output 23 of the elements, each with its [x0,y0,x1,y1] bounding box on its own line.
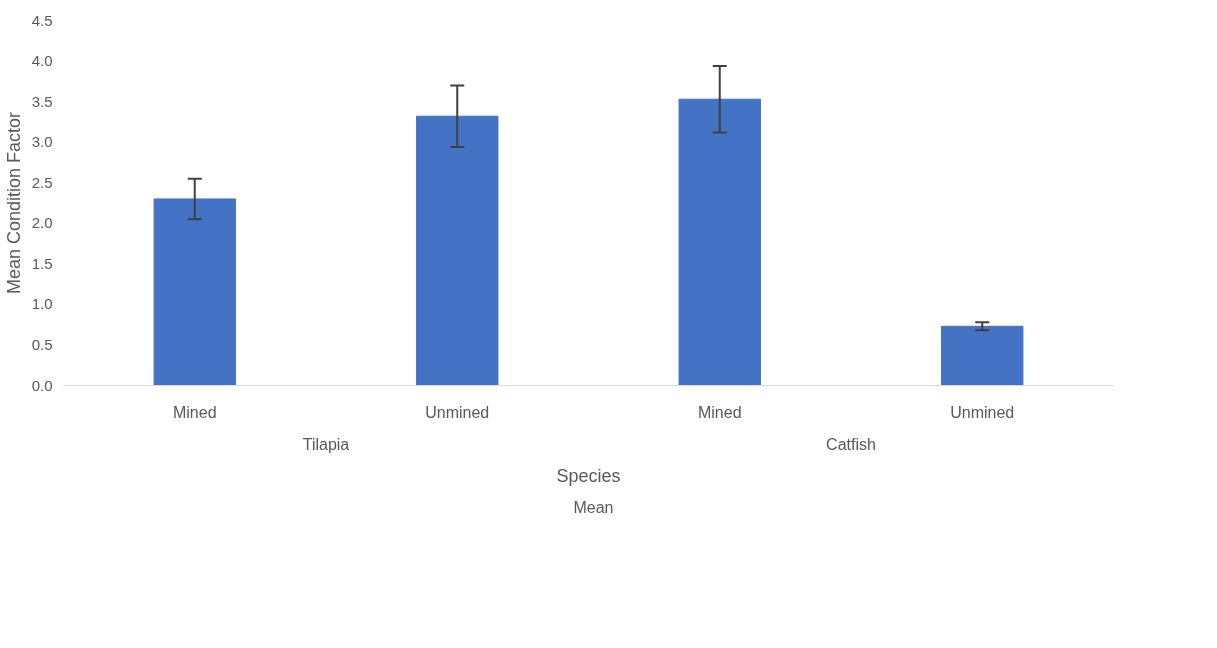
text: Mean [573,499,614,517]
y-axis-title: Mean Condition Factor [3,111,24,295]
y-tick-label: 2.0 [31,214,53,232]
bar [678,98,761,386]
text: Tilapia [302,435,350,453]
y-tick-label: 3.5 [31,92,53,110]
x-tick-label: Mined [172,403,217,421]
y-tick-label: 0.0 [31,376,53,394]
x-tick-label: Mined [697,403,742,421]
y-tick-label: 3.0 [31,133,53,151]
y-tick-label: 4.0 [31,52,53,70]
x-axis-title: Species [556,465,621,486]
y-tick-label: 0.5 [31,335,53,353]
y-tick-label: 1.0 [31,295,53,313]
bar [416,115,499,386]
y-tick-label: 4.5 [31,11,53,29]
y-tick-label: 2.5 [31,173,53,191]
text: Catfish [826,435,876,453]
bar [941,325,1024,386]
x-tick-label: Unmined [950,403,1015,421]
bar [153,198,236,386]
x-tick-label: Unmined [425,403,490,421]
y-tick-label: 1.5 [31,254,53,272]
